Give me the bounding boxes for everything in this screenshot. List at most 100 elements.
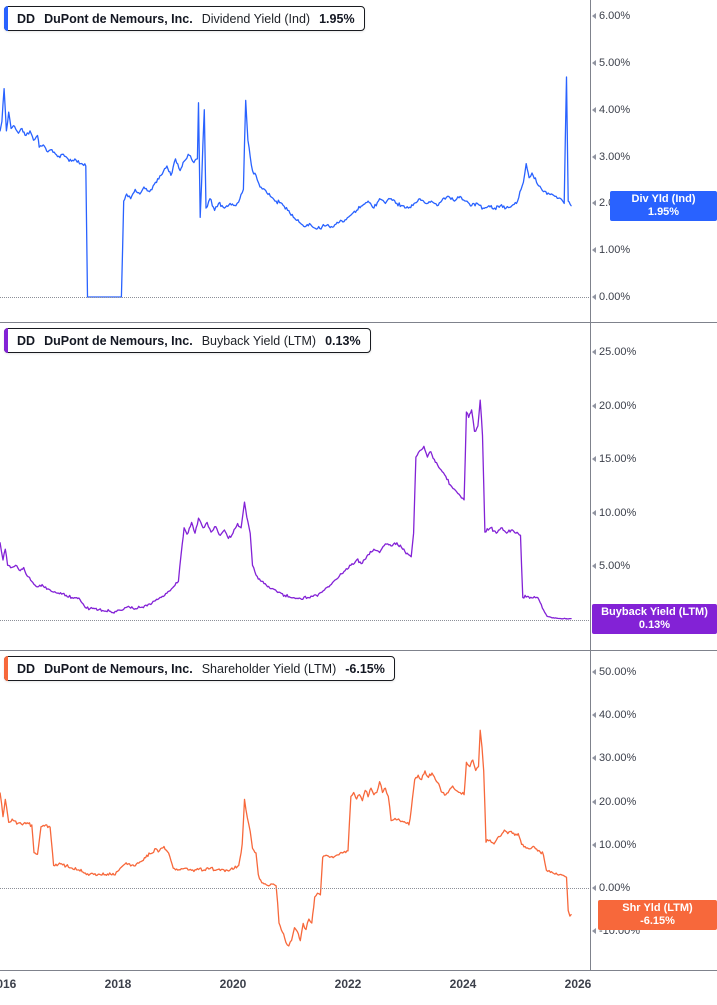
ticker-symbol: DD bbox=[17, 11, 36, 26]
y-tick-label: 20.00% bbox=[592, 794, 636, 810]
y-tick-label: 3.00% bbox=[592, 149, 630, 165]
current-value-price-label: Buyback Yield (LTM) 0.13% bbox=[592, 603, 717, 634]
tick-arrow-icon bbox=[592, 841, 596, 848]
company-name: DuPont de Nemours, Inc. bbox=[44, 333, 193, 348]
y-tick-label: 25.00% bbox=[592, 344, 636, 360]
x-axis-year-label: 2016 bbox=[0, 977, 17, 991]
tick-arrow-icon bbox=[592, 563, 596, 570]
tick-arrow-icon bbox=[592, 712, 596, 719]
tick-arrow-icon bbox=[592, 349, 596, 355]
ticker-symbol: DD bbox=[17, 661, 36, 676]
tick-arrow-icon bbox=[592, 106, 596, 113]
tick-arrow-icon bbox=[592, 755, 596, 762]
y-tick-label: 0.00% bbox=[592, 880, 630, 896]
metric-name: Dividend Yield (Ind) bbox=[201, 11, 311, 26]
series-color-bar bbox=[4, 328, 8, 353]
y-tick-label: 20.00% bbox=[592, 398, 636, 414]
y-tick-text: 5.00% bbox=[599, 57, 631, 69]
ticker-symbol: DD bbox=[17, 333, 36, 348]
metric-name: Buyback Yield (LTM) bbox=[201, 333, 317, 348]
y-tick-text: 5.00% bbox=[599, 560, 631, 573]
price-label-value: 1.95% bbox=[647, 205, 680, 218]
y-tick-label: 40.00% bbox=[592, 707, 636, 723]
tick-arrow-icon bbox=[592, 294, 596, 300]
y-tick-text: 6.00% bbox=[599, 10, 631, 23]
panel-separator bbox=[0, 650, 717, 651]
metric-value: 1.95% bbox=[319, 11, 355, 26]
tick-arrow-icon bbox=[592, 669, 596, 675]
x-axis-year-label: 2020 bbox=[219, 977, 247, 991]
company-name: DuPont de Nemours, Inc. bbox=[44, 661, 193, 676]
price-label-name: Buyback Yield (LTM) bbox=[601, 605, 708, 618]
y-tick-text: 10.00% bbox=[599, 838, 637, 851]
y-tick-text: 40.00% bbox=[599, 709, 637, 722]
tick-arrow-icon bbox=[592, 247, 596, 254]
current-value-price-label: Div Yld (Ind) 1.95% bbox=[610, 190, 717, 221]
tick-arrow-icon bbox=[592, 798, 596, 805]
series-color-bar bbox=[4, 656, 8, 681]
x-axis-line bbox=[0, 970, 717, 971]
y-tick-label: 5.00% bbox=[592, 55, 630, 71]
x-axis-year-label: 2022 bbox=[334, 977, 362, 991]
price-label-name: Div Yld (Ind) bbox=[631, 192, 696, 205]
y-tick-text: 0.00% bbox=[599, 882, 631, 894]
y-tick-text: 0.00% bbox=[599, 291, 631, 303]
zero-baseline bbox=[0, 888, 589, 889]
tick-arrow-icon bbox=[592, 200, 596, 207]
tick-arrow-icon bbox=[592, 13, 596, 20]
y-tick-text: 15.00% bbox=[599, 453, 637, 466]
price-label-value: -6.15% bbox=[640, 914, 675, 927]
x-axis-year-label: 2024 bbox=[449, 977, 477, 991]
legend-dividend-yield[interactable]: DD DuPont de Nemours, Inc. Dividend Yiel… bbox=[4, 6, 365, 31]
y-tick-text: 20.00% bbox=[599, 795, 637, 808]
buyback-yield-line-chart[interactable] bbox=[0, 322, 590, 650]
y-tick-label: 10.00% bbox=[592, 505, 636, 521]
tick-arrow-icon bbox=[592, 153, 596, 160]
y-tick-text: 50.00% bbox=[599, 666, 637, 678]
y-tick-text: 30.00% bbox=[599, 752, 637, 765]
y-tick-label: 15.00% bbox=[592, 451, 636, 467]
panel-dividend-yield: DD DuPont de Nemours, Inc. Dividend Yiel… bbox=[0, 0, 590, 322]
y-tick-label: 6.00% bbox=[592, 8, 630, 24]
y-tick-label: 0.00% bbox=[592, 289, 630, 305]
series-color-bar bbox=[4, 6, 8, 31]
current-value-price-label: Shr Yld (LTM) -6.15% bbox=[598, 899, 717, 930]
tick-arrow-icon bbox=[592, 60, 596, 66]
zero-baseline bbox=[0, 620, 589, 621]
price-label-name: Shr Yld (LTM) bbox=[622, 901, 693, 914]
tick-arrow-icon bbox=[592, 456, 596, 463]
legend-shareholder-yield[interactable]: DD DuPont de Nemours, Inc. Shareholder Y… bbox=[4, 656, 395, 681]
y-tick-label: 4.00% bbox=[592, 102, 630, 118]
panel-buyback-yield: DD DuPont de Nemours, Inc. Buyback Yield… bbox=[0, 322, 590, 650]
legend-buyback-yield[interactable]: DD DuPont de Nemours, Inc. Buyback Yield… bbox=[4, 328, 371, 353]
x-axis-year-label: 2026 bbox=[564, 977, 592, 991]
tick-arrow-icon bbox=[592, 928, 596, 935]
y-tick-text: 25.00% bbox=[599, 346, 637, 358]
panel-separator bbox=[0, 322, 717, 323]
y-tick-label: 30.00% bbox=[592, 750, 636, 766]
metric-value: 0.13% bbox=[325, 333, 361, 348]
tick-arrow-icon bbox=[592, 509, 596, 516]
panel-shareholder-yield: DD DuPont de Nemours, Inc. Shareholder Y… bbox=[0, 650, 590, 970]
y-tick-text: 10.00% bbox=[599, 506, 637, 519]
y-axis-line bbox=[590, 0, 591, 970]
tick-arrow-icon bbox=[592, 885, 596, 891]
tick-arrow-icon bbox=[592, 402, 596, 409]
y-tick-text: 4.00% bbox=[599, 103, 631, 116]
series-line bbox=[0, 399, 572, 620]
y-tick-label: 50.00% bbox=[592, 664, 636, 680]
y-tick-text: 20.00% bbox=[599, 399, 637, 412]
shareholder-yield-line-chart[interactable] bbox=[0, 650, 590, 970]
x-axis-year-label: 2018 bbox=[104, 977, 132, 991]
metric-value: -6.15% bbox=[345, 661, 385, 676]
metric-name: Shareholder Yield (LTM) bbox=[201, 661, 337, 676]
y-tick-label: 5.00% bbox=[592, 558, 630, 574]
y-tick-text: 1.00% bbox=[599, 244, 631, 257]
company-name: DuPont de Nemours, Inc. bbox=[44, 11, 193, 26]
zero-baseline bbox=[0, 297, 589, 298]
y-tick-label: 10.00% bbox=[592, 837, 636, 853]
price-label-value: 0.13% bbox=[638, 618, 671, 631]
